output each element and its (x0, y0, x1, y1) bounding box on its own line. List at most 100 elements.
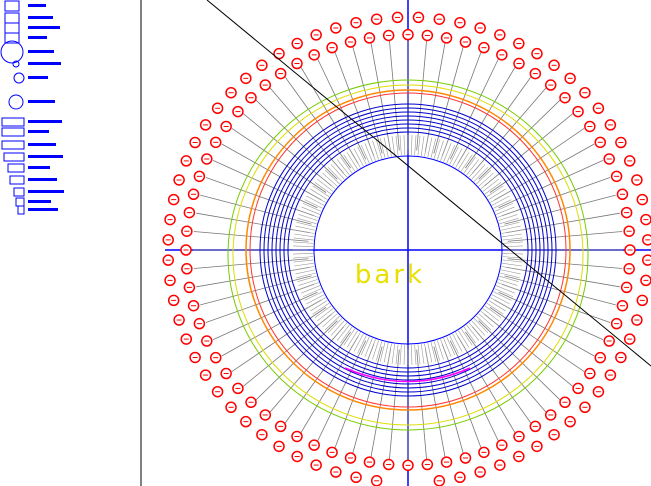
hatch (480, 175, 497, 190)
icon-label (28, 4, 46, 7)
radial-line (351, 45, 383, 154)
hatch (294, 262, 314, 267)
radial-line (416, 38, 428, 151)
hatch (308, 297, 326, 308)
ring (279, 123, 537, 377)
hatch (336, 324, 350, 341)
radial-line (506, 212, 620, 234)
hatch (312, 185, 330, 198)
hatch (304, 291, 323, 301)
hatch (482, 178, 499, 192)
icon (4, 0, 20, 12)
hatch (497, 210, 517, 218)
hatch (293, 259, 314, 263)
hatch (468, 161, 483, 178)
radial-line (501, 283, 611, 323)
hatch (430, 138, 437, 158)
hatch (391, 344, 396, 364)
hatch (473, 167, 489, 182)
hatch (350, 332, 361, 350)
hatch (502, 233, 522, 238)
icon-label (28, 130, 49, 133)
hatch (399, 344, 402, 365)
hatch (443, 143, 452, 163)
hatch (473, 318, 489, 333)
radial-line (200, 194, 312, 225)
hatch (353, 333, 364, 352)
hatch (336, 159, 350, 176)
radial-line (433, 346, 465, 455)
hatch (500, 272, 520, 279)
hatch (391, 136, 396, 156)
radial-line (507, 231, 623, 242)
hatch (491, 294, 510, 305)
hatch (502, 241, 523, 244)
hatch (327, 318, 343, 333)
hatch (478, 172, 494, 187)
hatch (411, 135, 413, 156)
hatch (319, 175, 336, 190)
hatch (333, 322, 348, 339)
icon-label (28, 178, 57, 181)
icon (17, 205, 25, 215)
ring (263, 107, 553, 393)
icon-label (28, 166, 50, 169)
icon (4, 32, 20, 44)
radial-line (433, 45, 465, 154)
hatch (498, 279, 518, 286)
hatch (322, 313, 338, 328)
hatch (491, 195, 510, 206)
hatch (330, 164, 345, 180)
hatch (368, 141, 376, 161)
hatch (443, 337, 452, 357)
hatch (480, 310, 497, 325)
hatch (298, 279, 318, 286)
hatch (490, 192, 508, 203)
hatch (383, 342, 389, 363)
hatch (343, 328, 356, 346)
icon (12, 60, 20, 68)
icon-label (28, 120, 62, 123)
hatch (414, 344, 417, 365)
hatch (372, 140, 379, 160)
hatch (499, 218, 519, 225)
radial-line (388, 38, 400, 151)
hatch (379, 342, 386, 362)
hatch (296, 272, 316, 279)
hatch (364, 337, 373, 357)
hatch (430, 342, 437, 362)
hatch (463, 326, 476, 344)
hatch (452, 333, 463, 352)
hatch (299, 210, 319, 218)
hatch (427, 137, 433, 158)
hatch (500, 269, 521, 275)
icon (3, 152, 25, 162)
hatch (350, 150, 361, 168)
hatch (484, 182, 502, 195)
hatch (343, 154, 356, 172)
radial-line (212, 160, 318, 209)
orange-ring (245, 89, 571, 411)
icon (7, 163, 25, 173)
hatch (346, 330, 358, 348)
hatch (499, 275, 519, 282)
hatch (340, 326, 353, 344)
ring (283, 127, 533, 373)
icon (1, 127, 25, 137)
hatch (360, 144, 370, 164)
radial-line (504, 194, 616, 225)
hatch (476, 315, 491, 331)
hatch (476, 169, 491, 185)
hatch (295, 269, 316, 275)
radial-line (200, 275, 312, 306)
hatch (490, 297, 508, 308)
diagonal-line (206, 0, 651, 367)
hatch (310, 188, 328, 200)
hatch (302, 288, 322, 298)
hatch (460, 154, 473, 172)
radial-line (504, 275, 616, 306)
radial-line (196, 212, 310, 234)
hatch (500, 225, 521, 231)
ring (267, 111, 549, 389)
hatch (301, 206, 321, 215)
